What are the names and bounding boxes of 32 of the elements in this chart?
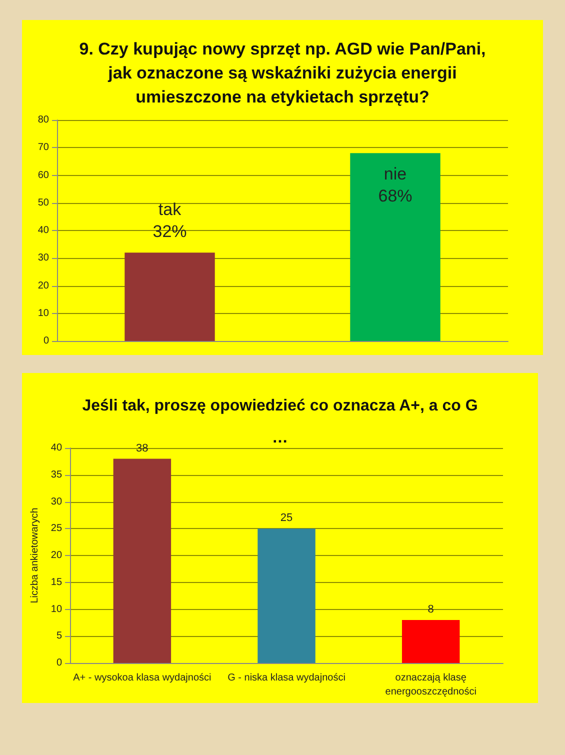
y-tick-label: 80: [38, 114, 50, 126]
y-tick-label: 10: [50, 604, 62, 615]
data-label: 25: [280, 512, 293, 524]
bar: [113, 458, 172, 663]
y-tick-label: 25: [50, 523, 62, 534]
y-tick-label: 0: [56, 658, 62, 668]
y-tick-label: 30: [38, 252, 50, 264]
y-tick-label: 50: [38, 197, 50, 208]
y-tick-label: 40: [38, 225, 50, 236]
x-tick-label: G - niska klasa wydajności: [228, 672, 346, 684]
chart-title: 9. Czy kupując nowy sprzęt np. AGD wie Pan/Pani, jak oznaczone są wskaźniki zużycia energii umieszczone na etykietach sprzętu?: [79, 40, 486, 106]
x-tick-label: tak: [158, 200, 182, 220]
y-tick-label: 10: [38, 308, 50, 319]
y-tick-label: 60: [38, 170, 50, 181]
y-axis-title: Liczba ankietowarych: [30, 508, 40, 604]
bar: [402, 620, 460, 663]
data-label: 32%: [152, 222, 187, 242]
y-tick-label: 70: [38, 142, 50, 154]
x-tick-label: oznaczają klasę energooszczędności: [385, 672, 476, 698]
y-tick-label: 20: [38, 280, 50, 292]
data-label: 68%: [378, 186, 412, 206]
x-tick-label: A+ - wysokoa klasa wydajności: [73, 672, 212, 684]
y-tick-label: 5: [56, 630, 62, 642]
y-tick-label: 40: [50, 442, 62, 454]
data-label: 8: [428, 604, 434, 616]
y-tick-label: 30: [50, 496, 62, 508]
y-tick-label: 15: [50, 576, 62, 588]
y-tick-label: 35: [50, 469, 62, 480]
bar: [258, 528, 316, 663]
y-tick-label: 20: [50, 550, 62, 561]
x-tick-label: nie: [384, 164, 407, 184]
y-tick-label: 0: [43, 336, 50, 346]
